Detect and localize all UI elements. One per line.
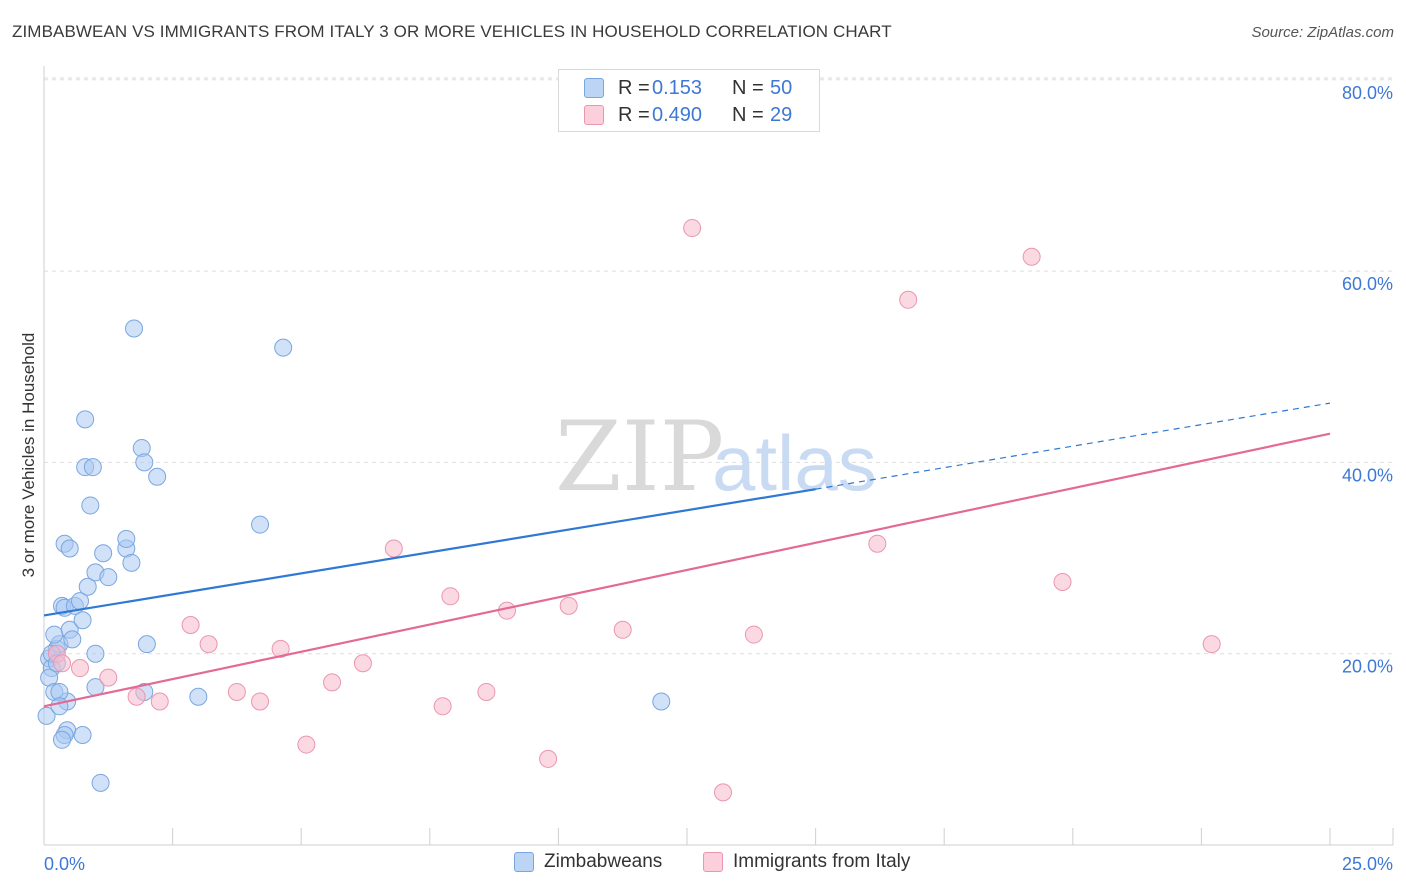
point-zimbabweans <box>45 625 64 644</box>
point-zimbabweans <box>76 410 95 429</box>
point-italy <box>150 692 169 711</box>
watermark-zip: ZIP <box>555 401 724 513</box>
point-italy <box>199 635 218 654</box>
tick-labels: 20.0% 40.0% 60.0% 80.0% 0.0% 25.0% <box>44 83 1393 874</box>
legend-row-zimbabweans: R = 0.153 N = 50 <box>584 76 792 100</box>
point-zimbabweans <box>86 644 105 663</box>
point-zimbabweans <box>63 630 82 649</box>
point-zimbabweans <box>37 706 56 725</box>
watermark-atlas: atlas <box>712 419 877 507</box>
point-zimbabweans <box>53 730 72 749</box>
point-italy <box>227 682 246 701</box>
legend-swatch-pink <box>584 105 604 125</box>
point-zimbabweans <box>117 529 136 548</box>
y-tick-label: 20.0% <box>1342 657 1393 677</box>
point-zimbabweans <box>652 692 671 711</box>
point-zimbabweans <box>189 687 208 706</box>
x-tick-label: 25.0% <box>1342 854 1393 874</box>
point-italy <box>181 616 200 635</box>
y-tick-label: 80.0% <box>1342 83 1393 103</box>
point-zimbabweans <box>83 458 102 477</box>
legend-r-label: R = <box>618 76 650 99</box>
point-italy <box>868 534 887 553</box>
chart-title: ZIMBABWEAN VS IMMIGRANTS FROM ITALY 3 OR… <box>12 22 892 41</box>
point-italy <box>477 682 496 701</box>
point-italy <box>71 659 90 678</box>
legend-r-value: 0.490 <box>652 103 703 126</box>
point-zimbabweans <box>78 577 97 596</box>
point-zimbabweans <box>274 338 293 357</box>
point-italy <box>53 654 72 673</box>
legend-label-zimbabweans: Zimbabweans <box>544 851 663 872</box>
point-italy <box>323 673 342 692</box>
legend-swatch-blue <box>584 78 604 98</box>
point-zimbabweans <box>122 553 141 572</box>
trend-line-zimbabweans-extrapolated <box>815 402 1331 490</box>
point-italy <box>1202 635 1221 654</box>
source-credit: Source: ZipAtlas.com <box>1251 24 1394 41</box>
point-zimbabweans <box>125 319 144 338</box>
trend-lines <box>43 402 1331 708</box>
correlation-legend: R = 0.153 N = 50 R = 0.490 N = 29 <box>558 69 820 132</box>
legend-row-italy: R = 0.490 N = 29 <box>584 103 792 127</box>
point-zimbabweans <box>137 635 156 654</box>
watermark: ZIP atlas <box>555 401 877 513</box>
point-italy <box>297 735 316 754</box>
point-zimbabweans <box>94 544 113 563</box>
legend-swatch-blue <box>514 852 534 872</box>
y-tick-label: 40.0% <box>1342 465 1393 485</box>
point-italy <box>353 654 372 673</box>
x-tick-label: 0.0% <box>44 854 85 874</box>
data-points <box>37 219 1221 802</box>
y-tick-label: 60.0% <box>1342 274 1393 294</box>
legend-r-label: R = <box>618 103 650 126</box>
point-zimbabweans <box>99 568 118 587</box>
axes <box>43 66 1394 846</box>
point-zimbabweans <box>135 453 154 472</box>
point-italy <box>271 639 290 658</box>
point-italy <box>497 601 516 620</box>
point-italy <box>384 539 403 558</box>
point-zimbabweans <box>148 467 167 486</box>
grid-lines <box>44 77 1393 655</box>
trend-line-italy <box>43 432 1331 708</box>
legend-swatch-pink <box>703 852 723 872</box>
point-zimbabweans <box>73 726 92 745</box>
point-italy <box>127 687 146 706</box>
y-axis-label: 3 or more Vehicles in Household <box>19 333 38 578</box>
legend-n-label: N = <box>732 103 764 126</box>
legend-n-label: N = <box>732 76 764 99</box>
point-italy <box>714 783 733 802</box>
point-zimbabweans <box>81 496 100 515</box>
point-italy <box>1053 572 1072 591</box>
legend-label-italy: Immigrants from Italy <box>733 851 911 872</box>
legend-r-value: 0.153 <box>652 76 703 99</box>
legend-n-value: 29 <box>770 103 793 126</box>
point-italy <box>251 692 270 711</box>
point-zimbabweans <box>50 697 69 716</box>
trend-line-zimbabweans <box>43 488 816 617</box>
point-zimbabweans <box>251 515 270 534</box>
point-italy <box>613 620 632 639</box>
legend-item-zimbabweans[interactable]: Zimbabweans <box>514 851 662 873</box>
point-italy <box>1022 247 1041 266</box>
point-zimbabweans <box>91 773 110 792</box>
point-italy <box>441 587 460 606</box>
point-zimbabweans <box>73 611 92 630</box>
point-zimbabweans <box>60 539 79 558</box>
point-italy <box>744 625 763 644</box>
point-italy <box>683 219 702 238</box>
point-italy <box>539 749 558 768</box>
legend-item-italy[interactable]: Immigrants from Italy <box>703 851 910 873</box>
legend-n-value: 50 <box>770 76 793 99</box>
series-legend: Zimbabweans Immigrants from Italy <box>0 851 1406 877</box>
point-italy <box>559 596 578 615</box>
point-italy <box>899 290 918 309</box>
point-italy <box>433 697 452 716</box>
point-italy <box>99 668 118 687</box>
